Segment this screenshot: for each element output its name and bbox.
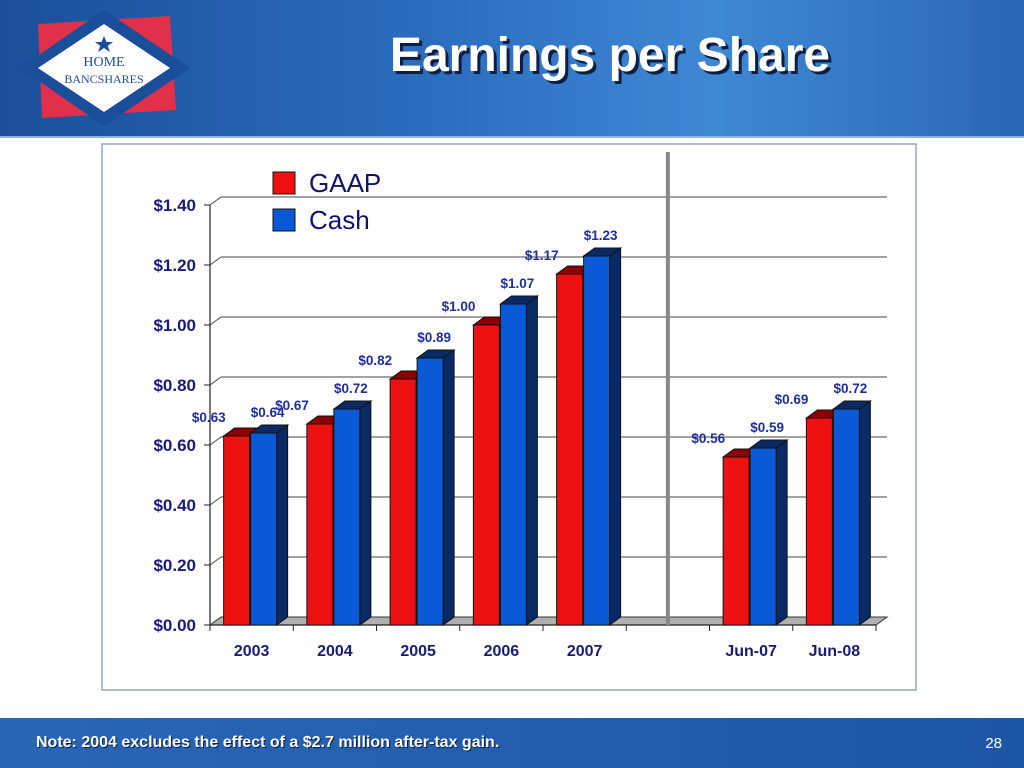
data-label-gaap: $1.17 — [525, 248, 559, 263]
x-tick-label: 2006 — [484, 643, 520, 660]
slide-header: HOME BANCSHARES Earnings per Share — [0, 0, 1024, 136]
logo-text-bancshares: BANCSHARES — [64, 72, 143, 86]
bar-cash-Jun-07 — [748, 439, 789, 626]
gridline-diagonal — [209, 316, 222, 326]
data-label-cash: $0.59 — [750, 420, 784, 435]
y-tick-label: $0.60 — [153, 436, 196, 455]
gridline-diagonal — [209, 376, 222, 386]
gridline-diagonal — [209, 256, 222, 266]
data-label-gaap: $0.56 — [691, 431, 725, 446]
y-tick-label: $0.00 — [153, 616, 196, 635]
slide-title: Earnings per Share — [389, 29, 831, 82]
y-tick-label: $1.00 — [153, 316, 196, 335]
gridline-diagonal — [209, 196, 222, 206]
star-icon — [95, 36, 113, 52]
x-tick-label: Jun-08 — [809, 643, 861, 660]
x-tick-label: 2005 — [400, 643, 436, 660]
gridline-diagonal — [209, 496, 222, 506]
y-tick-label: $1.40 — [153, 196, 196, 215]
footnote: Note: 2004 excludes the effect of a $2.7… — [36, 734, 500, 751]
y-tick-label: $0.40 — [153, 496, 196, 515]
x-tick-label: Jun-07 — [725, 643, 777, 660]
data-label-gaap: $0.69 — [775, 392, 809, 407]
bar-cash-Jun-08 — [831, 400, 872, 626]
bar-cash-2003 — [249, 424, 290, 626]
y-tick-label: $0.20 — [153, 556, 196, 575]
data-label-cash: $0.72 — [334, 381, 368, 396]
legend-label-cash: Cash — [309, 205, 370, 235]
bar-cash-2004 — [332, 400, 373, 626]
bar-cash-2007 — [582, 247, 623, 626]
home-bancshares-logo: HOME BANCSHARES — [20, 10, 190, 126]
slide-footer: Note: 2004 excludes the effect of a $2.7… — [0, 718, 1024, 768]
data-label-cash: $1.23 — [584, 228, 618, 243]
x-tick-label: 2007 — [567, 643, 603, 660]
x-tick-label: 2003 — [234, 643, 270, 660]
legend-label-gaap: GAAP — [309, 168, 381, 198]
gridline-diagonal — [209, 556, 222, 566]
bar-cash-2005 — [415, 349, 456, 626]
data-label-cash: $0.64 — [251, 405, 285, 420]
eps-bar-chart: $0.00 $0.20 $0.40 $0.60 $0.80 $1.00 $1.20 $1.40… — [101, 143, 917, 691]
data-label-cash: $0.72 — [833, 381, 867, 396]
data-label-gaap: $1.00 — [442, 299, 476, 314]
gridline-diagonal — [209, 436, 222, 446]
data-label-cash: $0.89 — [417, 330, 451, 345]
y-tick-label: $0.80 — [153, 376, 196, 395]
logo-text-home: HOME — [83, 55, 124, 70]
data-label-gaap: $0.67 — [275, 398, 309, 413]
bar-cash-2006 — [498, 295, 539, 626]
data-label-gaap: $0.63 — [192, 410, 226, 425]
page-number: 28 — [985, 735, 1002, 752]
x-tick-label: 2004 — [317, 643, 353, 660]
legend-swatch-cash — [272, 208, 296, 232]
data-label-gaap: $0.82 — [358, 353, 392, 368]
y-tick-label: $1.20 — [153, 256, 196, 275]
data-label-cash: $1.07 — [500, 276, 534, 291]
legend-swatch-gaap — [272, 171, 296, 195]
